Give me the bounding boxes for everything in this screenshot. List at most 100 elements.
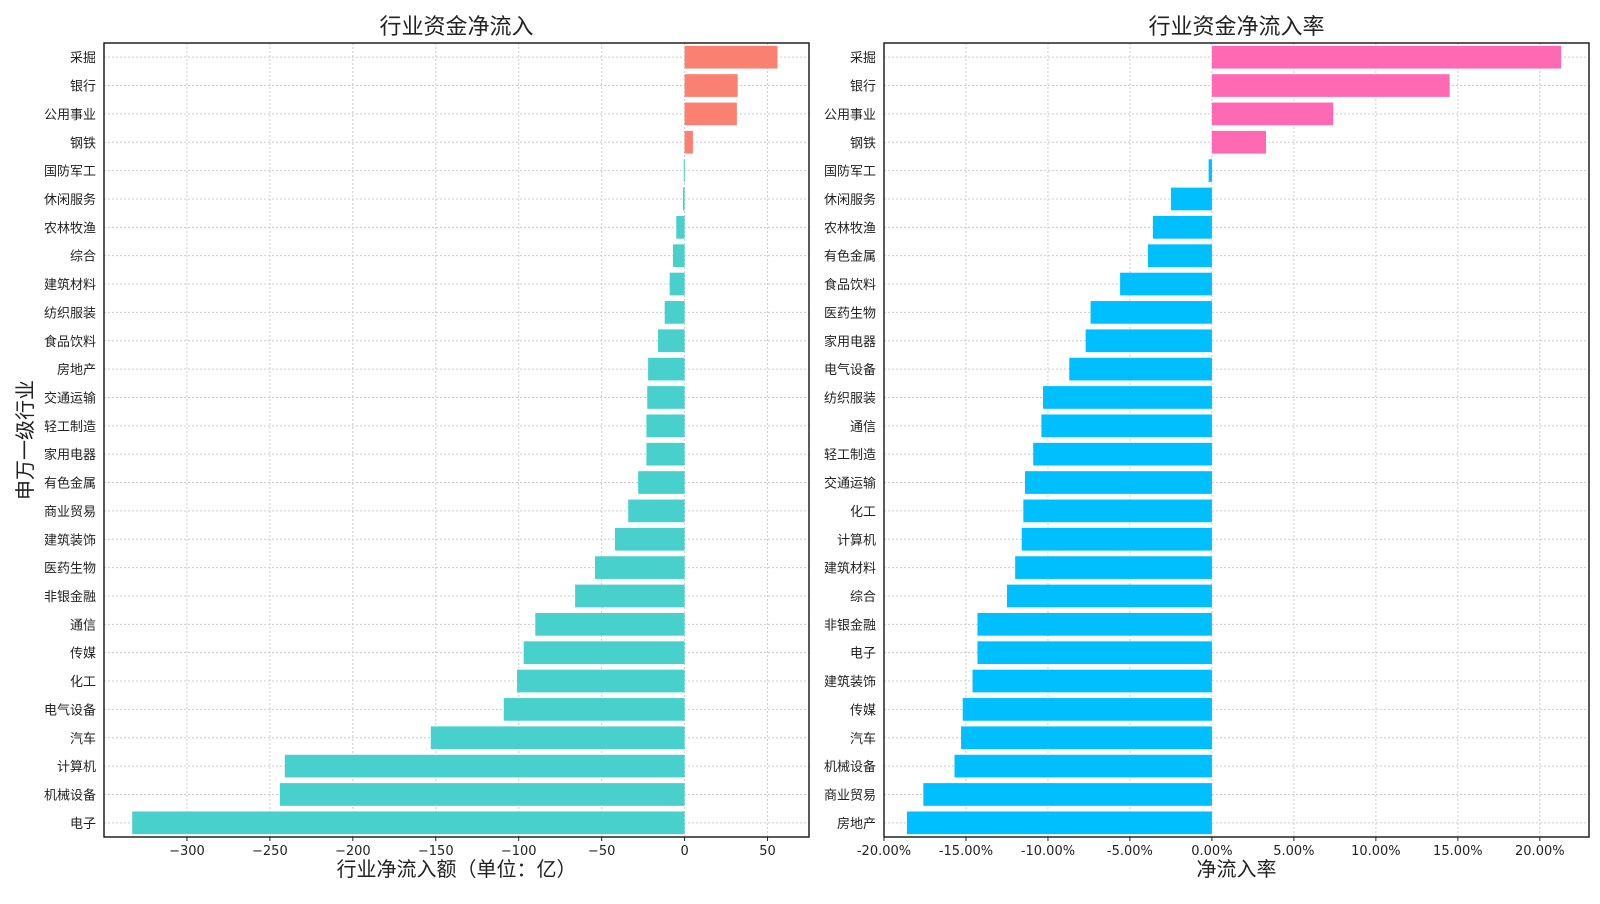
- panel1-bar-21: [523, 641, 685, 665]
- panel1-bar-24: [430, 726, 685, 750]
- panel2-category-label-22: 建筑装饰: [824, 674, 876, 690]
- panel1-category-label-2: 公用事业: [44, 108, 96, 123]
- panel2-bar-3: [1211, 130, 1267, 154]
- panel1-bar-7: [672, 244, 685, 268]
- panel1-bar-13: [646, 414, 685, 438]
- panel2-category-label-21: 电子: [850, 647, 876, 662]
- panel2-bar-5: [1170, 187, 1212, 211]
- panel2-category-label-3: 钢铁: [850, 136, 876, 151]
- panel2-frame: [883, 42, 1590, 838]
- panel2-xtick-label-8: 20.00%: [1515, 844, 1565, 859]
- panel2-category-label-11: 电气设备: [824, 362, 876, 378]
- panel1-bar-4: [683, 159, 685, 182]
- panel1-category-label-9: 纺织服装: [44, 306, 96, 321]
- panel1-xtick-label-1: −250: [252, 844, 288, 859]
- panel1-category-label-17: 建筑装饰: [44, 532, 96, 548]
- panel1-xtick-label-2: −200: [335, 844, 371, 859]
- panel2-bar-11: [1069, 357, 1212, 381]
- panel1-category-label-0: 采掘: [70, 51, 96, 66]
- panel1-category-label-14: 家用电器: [44, 447, 96, 463]
- panel2-category-label-26: 商业贸易: [824, 788, 876, 803]
- panel1-category-label-24: 汽车: [70, 731, 96, 747]
- panel1-category-label-8: 建筑材料: [44, 277, 96, 293]
- panel1-bar-9: [664, 301, 685, 324]
- panel1-ylabel: 申万一级行业: [13, 380, 37, 500]
- panel2-xtick-label-3: -5.00%: [1107, 844, 1153, 859]
- panel2-category-label-19: 综合: [850, 590, 876, 605]
- panel2-xtick-label-6: 10.00%: [1351, 844, 1401, 859]
- panel2-category-label-20: 非银金融: [824, 617, 876, 633]
- panel2-bar-0: [1211, 45, 1562, 69]
- panel1-title: 行业资金净流入: [379, 15, 533, 40]
- panel1-bar-17: [614, 527, 685, 551]
- panel1-category-label-5: 休闲服务: [44, 192, 96, 208]
- panel2-bar-15: [1025, 471, 1212, 494]
- panel2-bar-6: [1152, 215, 1212, 239]
- panel1-category-label-7: 综合: [70, 250, 96, 265]
- panel2-category-label-5: 休闲服务: [824, 192, 876, 208]
- panel2-category-label-27: 房地产: [837, 816, 876, 832]
- panel2-bar-10: [1085, 329, 1212, 353]
- panel1-xtick-label-0: −300: [169, 844, 205, 859]
- panel1-category-label-18: 医药生物: [44, 562, 96, 577]
- panel1-bar-15: [638, 471, 685, 494]
- panel2-bar-20: [977, 612, 1212, 636]
- panel2-bar-9: [1090, 301, 1212, 324]
- panel2-bar-27: [906, 811, 1212, 835]
- panel2-bar-14: [1033, 442, 1212, 466]
- panel2-category-label-24: 汽车: [850, 731, 876, 747]
- panel2-bar-18: [1015, 556, 1212, 579]
- panel1-xtick-label-7: 50: [759, 844, 776, 859]
- panel1-bar-3: [684, 130, 693, 154]
- panel2-bar-19: [1006, 584, 1212, 608]
- panel1-category-label-10: 食品饮料: [44, 334, 96, 350]
- panel2-bar-13: [1041, 414, 1212, 438]
- panel2-bar-23: [962, 698, 1212, 721]
- panel1-bar-1: [684, 74, 738, 97]
- panel1-category-label-26: 机械设备: [44, 787, 96, 803]
- panel1-category-label-6: 农林牧渔: [44, 221, 96, 236]
- panel2-xtick-label-0: -20.00%: [857, 844, 911, 859]
- panel1-bar-26: [279, 783, 685, 806]
- panel2-bar-8: [1120, 272, 1212, 296]
- panel2-category-label-2: 公用事业: [824, 108, 876, 123]
- panel2-category-label-14: 轻工制造: [824, 448, 876, 463]
- panel2-category-label-4: 国防军工: [824, 164, 876, 180]
- panel1-bar-23: [503, 698, 685, 721]
- panel2-bar-17: [1021, 527, 1212, 551]
- panel1-bar-0: [684, 45, 778, 69]
- panel2-bar-2: [1211, 102, 1334, 126]
- panel2-bar-22: [972, 669, 1212, 693]
- panel2-xtick-label-4: 0.00%: [1191, 844, 1232, 859]
- panel1-category-label-21: 传媒: [70, 647, 96, 662]
- panel1-bar-10: [658, 329, 685, 353]
- panel1-xlabel: 行业净流入额（单位：亿）: [337, 857, 577, 881]
- panel2-category-label-6: 农林牧渔: [824, 221, 876, 236]
- panel1-bar-27: [132, 811, 685, 835]
- panel2-xlabel: 净流入率: [1197, 857, 1277, 881]
- panel1-category-label-11: 房地产: [57, 362, 96, 378]
- panel2-xtick-label-7: 15.00%: [1433, 844, 1483, 859]
- panel1-category-label-3: 钢铁: [70, 136, 96, 151]
- panel2-bar-4: [1208, 159, 1212, 182]
- panel1-bar-25: [284, 754, 685, 778]
- panel1-bar-12: [647, 386, 685, 409]
- panel2-category-label-17: 计算机: [837, 533, 876, 548]
- panel2-bar-24: [961, 726, 1212, 750]
- panel2-category-label-16: 化工: [850, 505, 876, 520]
- panel2-xtick-label-5: 5.00%: [1273, 844, 1314, 859]
- panel2-category-label-23: 传媒: [850, 703, 876, 718]
- panel2-category-label-18: 建筑材料: [824, 561, 876, 577]
- panel1-xtick-label-4: −100: [501, 844, 537, 859]
- panel1-bar-11: [648, 357, 685, 381]
- panel2-category-label-15: 交通运输: [824, 476, 876, 492]
- panel2-title: 行业资金净流入率: [1148, 15, 1324, 40]
- panel1-bar-6: [676, 215, 685, 239]
- panel2-bar-1: [1211, 74, 1450, 97]
- panel1-xtick-label-5: −50: [588, 844, 615, 859]
- panel2-category-label-12: 纺织服装: [824, 391, 876, 406]
- panel2-category-label-25: 机械设备: [824, 759, 876, 775]
- panel1-category-label-13: 轻工制造: [44, 420, 96, 435]
- panel1-category-label-23: 电气设备: [44, 702, 96, 718]
- panel2-category-label-7: 有色金属: [824, 249, 876, 265]
